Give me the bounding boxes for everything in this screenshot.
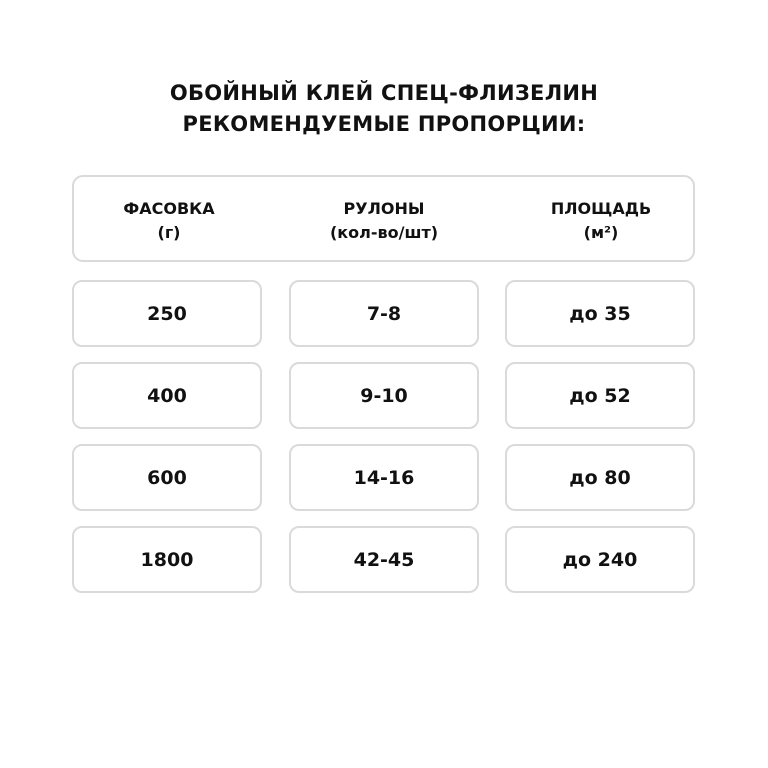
page-title: ОБОЙНЫЙ КЛЕЙ СПЕЦ-ФЛИЗЕЛИН РЕКОМЕНДУЕМЫЕ… — [0, 78, 768, 140]
header-rolls: РУЛОНЫ (кол-во/шт) — [284, 197, 484, 245]
header-packaging: ФАСОВКА (г) — [69, 197, 269, 245]
header-label: ФАСОВКА — [123, 199, 215, 218]
table-cell: до 80 — [505, 444, 695, 511]
title-line-1: ОБОЙНЫЙ КЛЕЙ СПЕЦ-ФЛИЗЕЛИН — [169, 81, 599, 105]
header-unit: (кол-во/шт) — [329, 223, 439, 242]
table-cell: 1800 — [72, 526, 262, 593]
table-cell: 9-10 — [289, 362, 479, 429]
table-cell: до 35 — [505, 280, 695, 347]
table-cell: 14-16 — [289, 444, 479, 511]
table-header: ФАСОВКА (г) РУЛОНЫ (кол-во/шт) ПЛОЩАДЬ (… — [72, 175, 695, 262]
table-cell: до 240 — [505, 526, 695, 593]
header-unit: (г) — [157, 223, 181, 242]
header-label: ПЛОЩАДЬ — [550, 199, 652, 218]
table-cell: 7-8 — [289, 280, 479, 347]
table-cell: 42-45 — [289, 526, 479, 593]
header-label: РУЛОНЫ — [343, 199, 425, 218]
table-cell: 250 — [72, 280, 262, 347]
header-unit: (м²) — [583, 223, 619, 242]
title-line-2: РЕКОМЕНДУЕМЫЕ ПРОПОРЦИИ: — [182, 112, 586, 136]
table-cell: 400 — [72, 362, 262, 429]
table-cell: до 52 — [505, 362, 695, 429]
header-area: ПЛОЩАДЬ (м²) — [501, 197, 701, 245]
table-cell: 600 — [72, 444, 262, 511]
